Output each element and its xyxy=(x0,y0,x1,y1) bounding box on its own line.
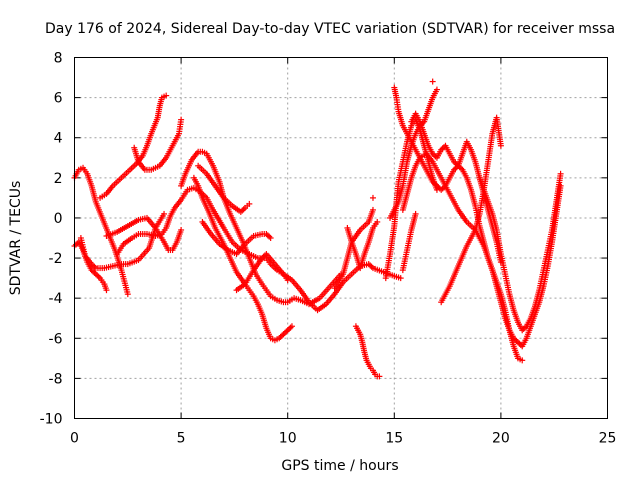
grid-lines xyxy=(74,57,608,419)
chart-title: Day 176 of 2024, Sidereal Day-to-day VTE… xyxy=(45,21,615,37)
y-tick-label: 8 xyxy=(54,51,63,67)
y-tick-label: 6 xyxy=(54,91,63,107)
data-point xyxy=(497,142,504,149)
y-tick-label: 4 xyxy=(54,131,63,147)
data-point xyxy=(519,357,526,364)
y-tick-label: -6 xyxy=(49,331,63,347)
data-point xyxy=(103,287,110,294)
series-arc-5 xyxy=(131,116,185,173)
x-tick-label: 0 xyxy=(70,431,79,447)
series-arc-21 xyxy=(438,114,504,306)
data-point xyxy=(369,194,376,201)
data-point xyxy=(161,210,168,217)
series-arc-20 xyxy=(387,86,440,221)
y-axis-label: SDTVAR / TECUs xyxy=(8,181,24,296)
y-tick-label: -8 xyxy=(49,371,63,387)
x-tick-label: 5 xyxy=(177,431,186,447)
data-point xyxy=(178,226,185,233)
data-point xyxy=(267,235,274,241)
plot-frame xyxy=(74,57,608,419)
data-point xyxy=(369,206,376,213)
series-arc-10 xyxy=(195,162,253,215)
series-arc-3 xyxy=(77,210,168,272)
data-point xyxy=(433,86,440,93)
series-arc-15 xyxy=(352,323,383,380)
y-tick-label: -10 xyxy=(40,412,63,428)
series-arc-14 xyxy=(331,206,376,292)
axis-ticks: 0 5 10 15 20 25 -10 -8 -6 -4 -2 0 2 4 6 8 xyxy=(40,51,617,447)
data-point xyxy=(376,373,383,380)
x-tick-label: 10 xyxy=(279,431,297,447)
data-points xyxy=(71,78,564,380)
y-tick-label: 2 xyxy=(54,171,63,187)
x-tick-label: 20 xyxy=(492,431,510,447)
data-point xyxy=(163,92,170,99)
series-arc-11 xyxy=(199,218,274,258)
data-point xyxy=(246,200,253,207)
series-arc-22 xyxy=(476,170,564,334)
data-point xyxy=(397,275,404,282)
series-arc-19 xyxy=(399,150,564,350)
series-arc-24 xyxy=(429,78,436,85)
data-point xyxy=(288,323,295,330)
data-point xyxy=(124,291,131,298)
data-point xyxy=(374,218,381,225)
series-arc-23 xyxy=(399,210,419,274)
data-point xyxy=(557,170,564,177)
series-arc-4 xyxy=(97,92,170,201)
data-point xyxy=(429,78,436,85)
x-tick-label: 25 xyxy=(599,431,617,447)
data-point xyxy=(178,116,185,123)
data-point xyxy=(412,210,419,217)
series-arc-25 xyxy=(369,194,376,201)
series-arc-13 xyxy=(344,218,381,272)
x-axis-label: GPS time / hours xyxy=(281,458,398,474)
y-tick-label: 0 xyxy=(54,211,63,227)
y-tick-label: -4 xyxy=(49,291,63,307)
x-tick-label: 15 xyxy=(385,431,403,447)
y-tick-label: -2 xyxy=(49,251,63,267)
series-arc-7 xyxy=(103,214,185,254)
